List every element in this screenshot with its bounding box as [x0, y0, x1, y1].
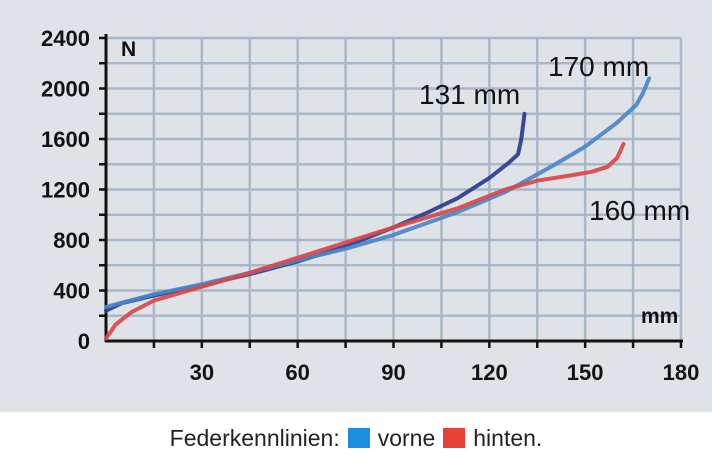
y-tick-label: 1600	[41, 127, 90, 152]
plot-panel	[0, 0, 712, 412]
x-tick-label: 30	[190, 360, 214, 385]
y-tick-label: 2400	[41, 26, 90, 51]
x-axis-label: mm	[641, 305, 678, 328]
x-tick-label: 180	[663, 360, 700, 385]
annotation-131mm: 131 mm	[419, 79, 520, 110]
legend-item-hinten: hinten.	[473, 424, 543, 451]
legend-label: Federkennlinien:	[169, 424, 340, 451]
annotation-170mm: 170 mm	[548, 51, 649, 82]
legend-item-vorne: vorne	[377, 424, 436, 451]
legend-swatch-hinten	[443, 428, 466, 448]
gridlines	[106, 36, 683, 341]
x-tick-label: 90	[381, 360, 405, 385]
annotation-160mm: 160 mm	[589, 195, 690, 226]
tick-labels: 0 400 800 1200 1600 2000 2400 30 60 90 120 150 180	[41, 26, 699, 385]
y-tick-label: 800	[53, 228, 90, 253]
legend-swatch-vorne	[347, 428, 370, 448]
chart-svg: 0 400 800 1200 1600 2000 2400 30 60 90 120 150 180 N…	[41, 26, 699, 385]
tick-marks	[99, 36, 683, 348]
x-tick-label: 150	[567, 360, 604, 385]
series-lines	[104, 76, 652, 341]
y-tick-label: 2000	[41, 77, 90, 102]
y-tick-label: 0	[78, 329, 90, 354]
y-tick-label: 400	[53, 279, 90, 304]
x-tick-label: 60	[285, 360, 309, 385]
y-tick-label: 1200	[41, 178, 90, 203]
x-tick-label: 120	[471, 360, 508, 385]
legend: Federkennlinien: vorne hinten.	[0, 418, 712, 458]
y-axis-label: N	[121, 38, 136, 61]
series-line-2	[104, 142, 626, 341]
